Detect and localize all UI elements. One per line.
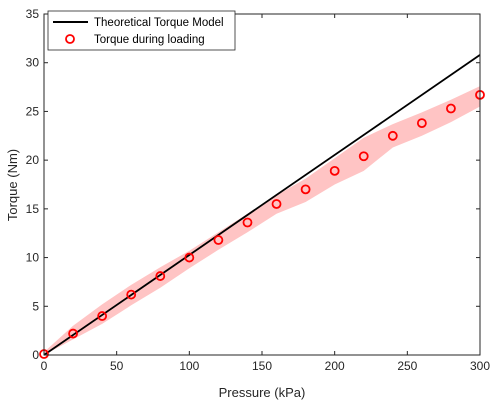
y-tick-label: 20 [26, 153, 40, 167]
y-tick-label: 0 [32, 348, 39, 362]
legend-label-theoretical: Theoretical Torque Model [94, 17, 224, 29]
x-tick-label: 0 [41, 359, 48, 373]
band-layer [44, 86, 480, 355]
plot-area: 0 50 100 150 200 250 300 0 5 10 15 20 25 30 35 [26, 7, 491, 373]
torque-loading-point [97, 311, 108, 321]
theoretical-torque-line [43, 54, 481, 356]
x-tick-label: 100 [179, 359, 199, 373]
torque-loading-point [387, 130, 398, 141]
torque-loading-point [271, 199, 282, 209]
x-axis-label: Pressure (kPa) [219, 385, 306, 400]
torque-loading-point [416, 118, 427, 129]
torque-loading-point [213, 235, 224, 245]
torque-loading-point [358, 151, 369, 162]
y-tick-label: 10 [26, 251, 40, 265]
legend-box [47, 10, 236, 51]
y-axis-label: Torque (Nm) [5, 149, 20, 221]
y-tick-label: 5 [32, 299, 39, 313]
torque-loading-point [446, 103, 456, 114]
x-tick-label: 200 [325, 359, 345, 373]
y-tick-label: 35 [26, 7, 40, 21]
torque-loading-point [300, 184, 311, 195]
legend-label-loading: Torque during loading [94, 34, 205, 46]
torque-loading-point [126, 289, 137, 300]
y-tick-label: 15 [26, 202, 40, 216]
tick-layer: 0 50 100 150 200 250 300 0 5 10 15 20 25 30 35 [26, 7, 491, 373]
legend: Theoretical Torque Model Torque during l… [47, 10, 236, 51]
torque-loading-point [329, 165, 340, 176]
legend-marker-swatch [65, 34, 75, 44]
x-tick-label: 250 [397, 359, 417, 373]
torque-loading-point [155, 271, 166, 281]
y-tick-label: 25 [26, 104, 40, 118]
torque-loading-point [68, 328, 78, 339]
x-tick-label: 300 [470, 359, 490, 373]
loading-range-band [44, 86, 480, 355]
x-tick-label: 50 [110, 359, 124, 373]
torque-loading-point [184, 252, 195, 263]
line-layer [43, 54, 481, 356]
torque-loading-point [242, 217, 253, 228]
x-tick-label: 150 [252, 359, 272, 373]
y-tick-label: 30 [26, 56, 40, 70]
